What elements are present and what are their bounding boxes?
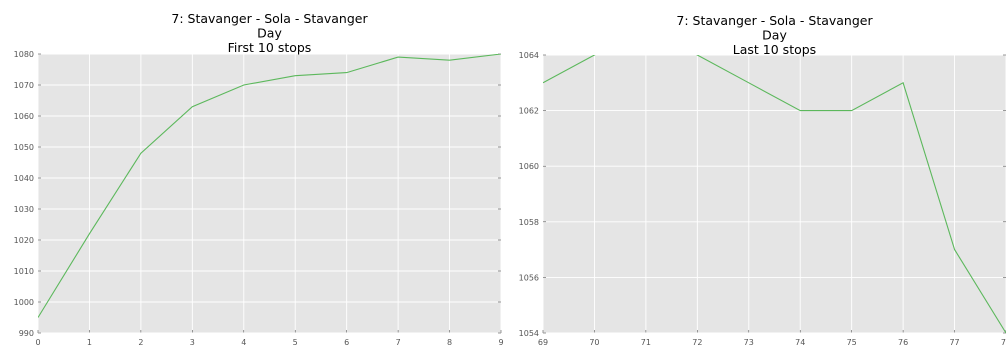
x-tick-label: 7 <box>396 338 401 347</box>
x-tick-label: 4 <box>241 338 246 347</box>
y-tick-label: 1050 <box>14 143 34 152</box>
y-tick-label: 1058 <box>519 218 539 227</box>
chart-1: 0 1 2 3 4 5 6 7 8 9 990 1000 1010 1020 1030 1040 1050 106… <box>14 11 504 347</box>
plot-background <box>38 54 501 333</box>
series-line <box>543 55 1006 333</box>
y-tick-label: 1080 <box>14 50 34 59</box>
chart-subtitle: Day <box>762 28 787 43</box>
y-tick-label: 1064 <box>519 51 539 60</box>
chart-title: 7: Stavanger - Sola - Stavanger <box>171 11 368 26</box>
chart-subtitle-2: Last 10 stops <box>733 42 816 57</box>
x-tick-label: 0 <box>35 338 40 347</box>
y-tick-label: 1060 <box>14 112 34 121</box>
y-tick-label: 1020 <box>14 236 34 245</box>
plot-background <box>543 55 1006 333</box>
y-tick-label: 1010 <box>14 267 34 276</box>
chart-subtitle-2: First 10 stops <box>228 40 312 55</box>
x-tick-label: 9 <box>498 338 503 347</box>
x-tick-label: 71 <box>641 338 651 347</box>
y-tick-label: 1030 <box>14 205 34 214</box>
x-tick-label: 72 <box>692 338 702 347</box>
y-tick-label: 1040 <box>14 174 34 183</box>
x-tick-label: 8 <box>447 338 452 347</box>
x-tick-label: 2 <box>138 338 143 347</box>
series-line <box>38 54 501 318</box>
x-tick-label: 77 <box>949 338 959 347</box>
y-tick-label: 1062 <box>519 107 539 116</box>
x-tick-label: 1 <box>87 338 92 347</box>
x-tick-label: 70 <box>589 338 599 347</box>
x-tick-label: 74 <box>795 338 805 347</box>
chart-2: 69 70 71 72 73 74 75 76 77 78 1054 1056 1058 1060 1062… <box>519 13 1006 347</box>
chart-subtitle: Day <box>257 26 282 41</box>
y-tick-label: 1070 <box>14 81 34 90</box>
x-tick-label: 3 <box>190 338 195 347</box>
y-tick-label: 990 <box>19 329 34 338</box>
y-tick-label: 1056 <box>519 273 539 282</box>
x-tick-label: 78 <box>1001 338 1006 347</box>
x-tick-label: 76 <box>898 338 908 347</box>
x-tick-label: 69 <box>538 338 548 347</box>
x-tick-label: 75 <box>847 338 857 347</box>
chart-title: 7: Stavanger - Sola - Stavanger <box>676 13 873 28</box>
y-tick-label: 1054 <box>519 329 539 338</box>
y-tick-label: 1000 <box>14 298 34 307</box>
x-tick-label: 73 <box>744 338 754 347</box>
y-tick-label: 1060 <box>519 162 539 171</box>
x-tick-label: 6 <box>344 338 349 347</box>
x-tick-label: 5 <box>293 338 298 347</box>
